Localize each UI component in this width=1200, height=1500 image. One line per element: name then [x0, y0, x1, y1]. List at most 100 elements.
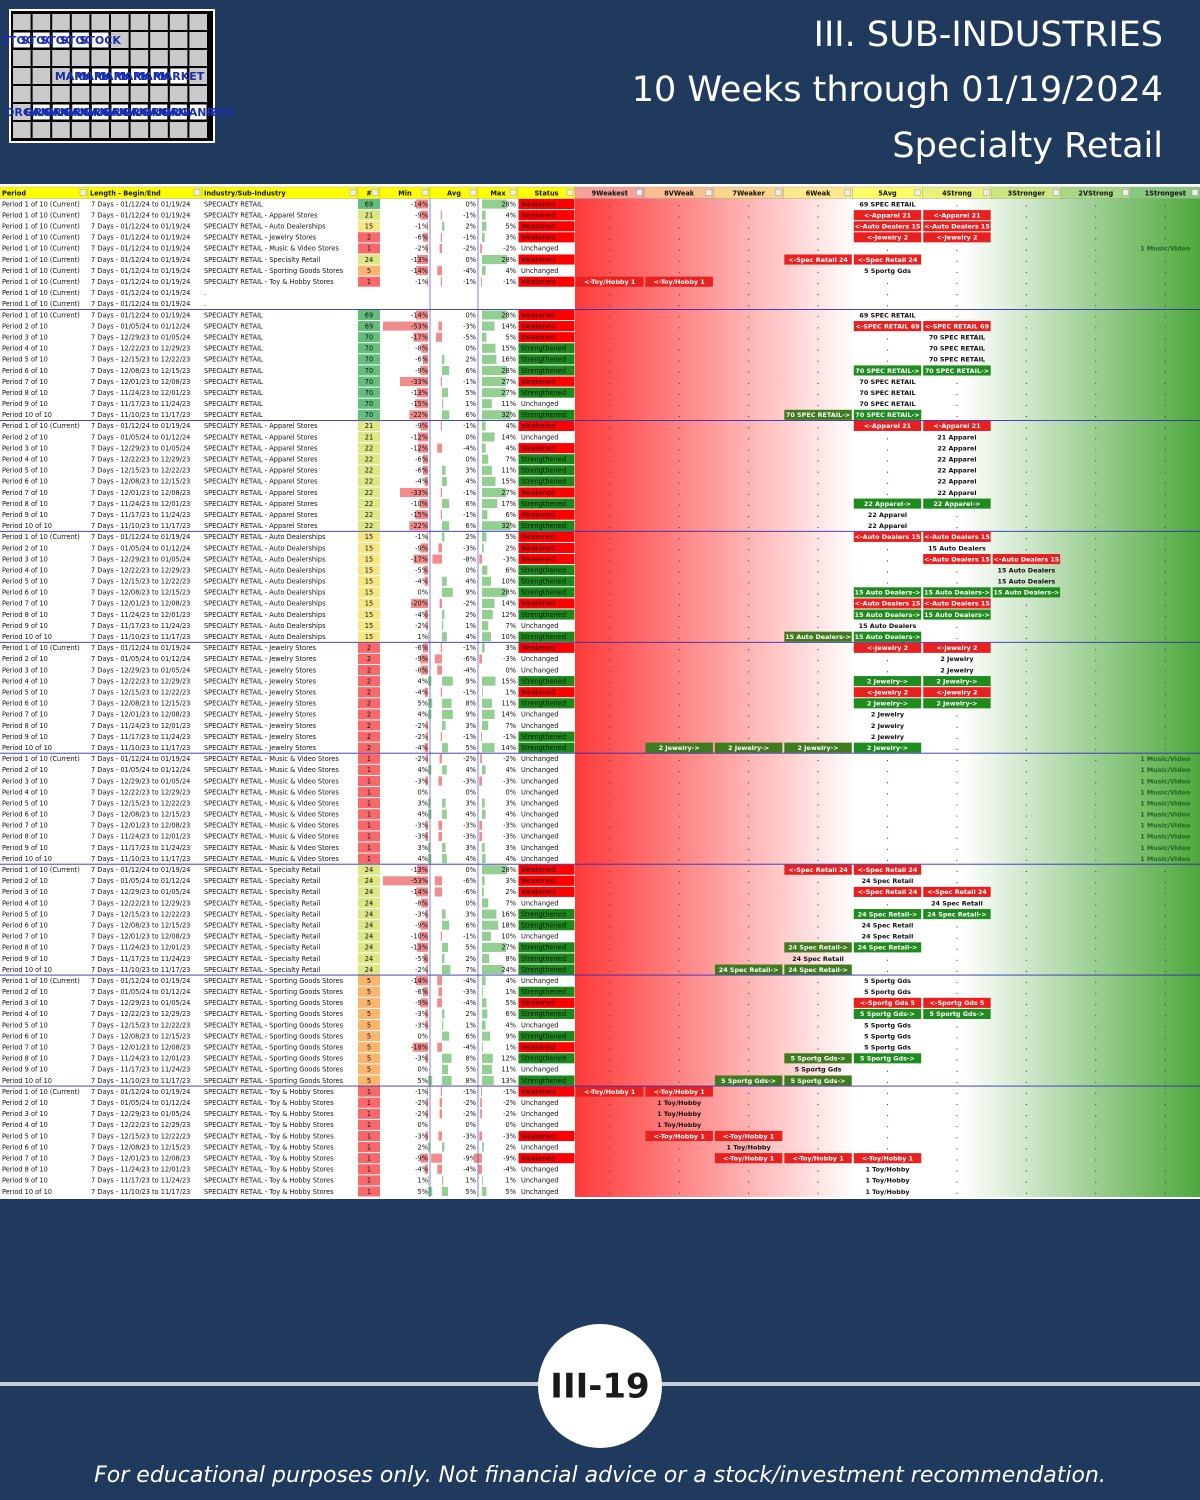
percent: -1% — [463, 489, 476, 497]
filter-button[interactable] — [566, 189, 574, 196]
empty-cell-dot — [678, 1159, 680, 1161]
filter-button[interactable] — [1191, 189, 1199, 196]
empty-cell-dot — [678, 360, 680, 362]
percent: 0% — [506, 666, 516, 674]
empty-cell-dot — [1164, 1004, 1166, 1006]
filter-button[interactable] — [1052, 189, 1060, 196]
strength-cell: 1 Toy/Hobby — [865, 1177, 910, 1185]
empty-cell-dot — [1095, 704, 1097, 706]
strength-cell: 1 Music/Video — [1140, 245, 1191, 253]
filter-button[interactable] — [705, 189, 713, 196]
empty-cell-dot — [1095, 782, 1097, 784]
data-bar — [442, 765, 447, 775]
filter-button[interactable] — [371, 189, 379, 196]
data-bar — [442, 521, 450, 531]
data-bar — [428, 1142, 430, 1152]
industry: SPECIALTY RETAIL - Specialty Retail — [204, 933, 320, 941]
empty-cell-dot — [1095, 427, 1097, 429]
status-bg — [518, 1008, 575, 1019]
count: 24 — [365, 933, 373, 941]
empty-cell-dot — [1095, 493, 1097, 495]
logo-cell — [111, 50, 129, 66]
filter-button[interactable] — [421, 189, 429, 196]
data-bar — [427, 277, 428, 287]
percent: 12% — [501, 611, 516, 619]
filter-button[interactable] — [469, 189, 477, 196]
length: 7 Days - 12/08/23 to 12/15/23 — [91, 478, 190, 486]
empty-cell-dot — [678, 449, 680, 451]
industry: SPECIALTY RETAIL — [204, 345, 263, 353]
percent: 0% — [466, 256, 476, 264]
percent: 14% — [501, 711, 516, 719]
strength-cell: <-Jewelry 2 — [867, 644, 908, 652]
industry: SPECIALTY RETAIL - Specialty Retail — [204, 910, 320, 918]
status: Unchanged — [521, 766, 558, 774]
empty-cell-dot — [748, 1181, 750, 1183]
percent: 1% — [466, 1021, 476, 1029]
filter-button[interactable] — [193, 189, 201, 196]
count-bg — [358, 409, 380, 420]
count-bg — [358, 864, 380, 875]
status: Strengthened — [521, 566, 566, 574]
strength-cell-bg — [992, 587, 1061, 598]
empty-cell-dot — [748, 826, 750, 828]
length: 7 Days - 12/22/23 to 12/29/23 — [91, 566, 190, 574]
data-bar — [438, 831, 442, 841]
count: 70 — [365, 356, 373, 364]
percent: 4% — [466, 811, 476, 819]
empty-cell-dot — [817, 1114, 819, 1117]
data-bar — [482, 865, 508, 875]
percent: -15% — [411, 400, 428, 408]
period: Period 3 of 10 — [2, 555, 48, 563]
empty-cell-dot — [609, 271, 611, 274]
count-bg — [358, 554, 380, 565]
filter-button[interactable] — [1122, 189, 1129, 196]
filter-button[interactable] — [349, 189, 357, 196]
data-bar — [482, 643, 485, 653]
percent: 6% — [506, 511, 516, 519]
filter-button[interactable] — [914, 189, 921, 196]
empty-cell-dot — [748, 382, 750, 384]
empty-cell-dot — [1164, 626, 1166, 629]
filter-button[interactable] — [983, 189, 990, 196]
status: Unchanged — [521, 245, 558, 253]
percent: -2% — [503, 1110, 516, 1118]
empty-cell-dot — [748, 205, 750, 207]
percent: 1% — [506, 988, 516, 996]
strength-cell-bg — [923, 420, 991, 431]
length: 7 Days - 12/22/23 to 12/29/23 — [91, 1010, 190, 1018]
length: 7 Days - 11/24/23 to 12/01/23 — [91, 611, 190, 619]
empty-cell-dot — [1095, 637, 1097, 640]
filter-button[interactable] — [79, 189, 87, 196]
data-bar — [482, 609, 493, 620]
empty-cell-dot — [1025, 449, 1027, 451]
data-bar — [482, 332, 487, 342]
count: 22 — [365, 478, 373, 486]
length: 7 Days - 01/05/24 to 01/12/24 — [91, 655, 190, 663]
strength-cell-bg — [923, 1008, 991, 1019]
filter-button[interactable] — [509, 189, 517, 196]
percent: 1% — [506, 689, 516, 697]
empty-cell-dot — [1164, 1181, 1166, 1183]
logo-cell — [130, 50, 149, 66]
filter-button[interactable] — [775, 189, 782, 196]
data-bar — [428, 842, 431, 853]
period: Period 5 of 10 — [2, 1021, 48, 1029]
empty-cell-dot — [956, 759, 958, 762]
empty-cell-dot — [1095, 1170, 1097, 1172]
empty-cell-dot — [817, 848, 819, 850]
empty-cell-dot — [956, 626, 958, 629]
filter-button[interactable] — [844, 189, 851, 196]
period: Period 1 of 10 (Current) — [2, 422, 80, 430]
data-bar — [426, 965, 428, 975]
logo-cell — [52, 86, 70, 102]
empty-cell-dot — [886, 782, 889, 784]
status: Unchanged — [521, 822, 558, 830]
period: Period 2 of 10 — [2, 655, 48, 663]
logo-letter-box — [12, 31, 32, 49]
period: Period 1 of 10 (Current) — [2, 311, 80, 319]
count: 2 — [367, 711, 371, 719]
industry: SPECIALTY RETAIL - Music & Video Stores — [204, 844, 339, 852]
percent: -15% — [411, 511, 428, 519]
filter-button[interactable] — [636, 189, 643, 196]
